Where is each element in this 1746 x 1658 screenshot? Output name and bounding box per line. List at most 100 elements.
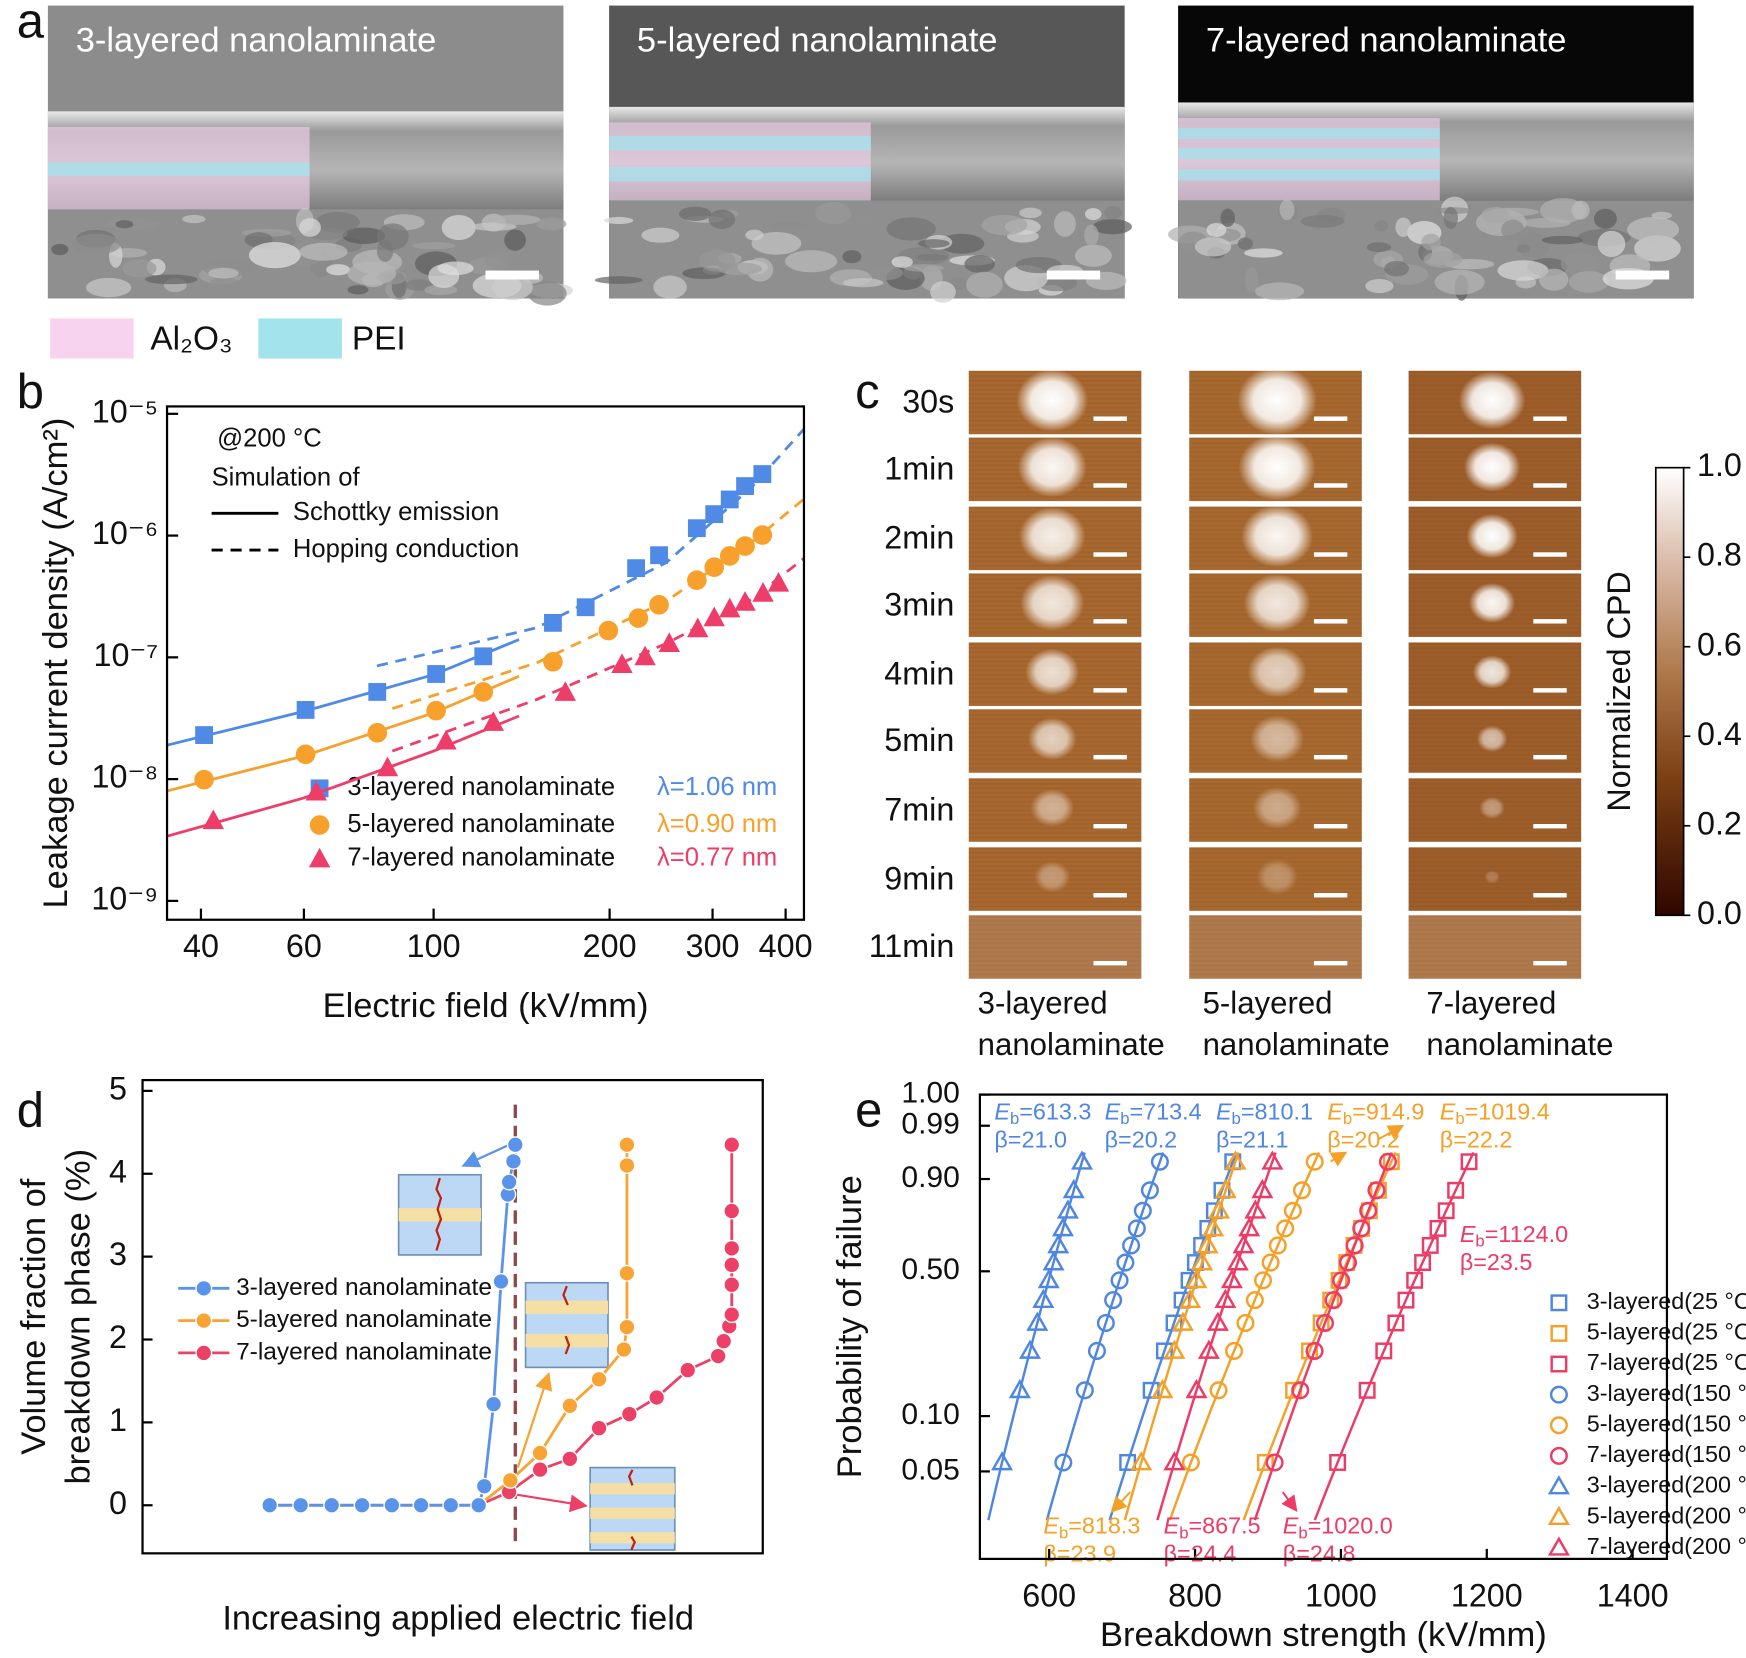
- kpfm-scanline: [1408, 851, 1582, 855]
- colorbar-title: Normalized CPD: [1601, 571, 1637, 811]
- legend-marker: [1547, 1536, 1570, 1556]
- marker: [720, 490, 739, 509]
- kpfm-scanline: [1189, 896, 1362, 899]
- marker: [1324, 1291, 1343, 1310]
- marker: [1397, 1291, 1415, 1309]
- marker: [620, 1405, 638, 1423]
- beta-label: β=20.2: [1105, 1127, 1178, 1153]
- kpfm-scanline: [968, 836, 1142, 839]
- row-label: 4min: [884, 655, 954, 691]
- lambda-label: λ=0.90 nm: [657, 810, 777, 838]
- kpfm-scanline: [1189, 924, 1362, 927]
- sem-grain: [916, 253, 948, 261]
- kpfm-scanline: [1189, 919, 1362, 922]
- eb-subscript: b: [1179, 1524, 1188, 1543]
- kpfm-scanline: [1408, 437, 1582, 440]
- marker: [715, 1332, 733, 1350]
- kpfm-scanline: [968, 631, 1142, 634]
- colorbar-tick-label: 0.0: [1697, 895, 1742, 931]
- marker: [687, 570, 707, 591]
- kpfm-spot: [1238, 433, 1316, 501]
- pei-overlay: [1178, 148, 1440, 160]
- sem-title: 5-layered nanolaminate: [637, 21, 998, 59]
- fit-line: [391, 557, 805, 753]
- marker: [561, 1450, 579, 1468]
- marker: [1254, 1271, 1273, 1290]
- marker: [752, 525, 773, 545]
- kpfm-scanline: [1408, 827, 1582, 830]
- legend-marker: [1549, 1385, 1568, 1404]
- marker: [292, 1496, 310, 1514]
- marker: [554, 681, 577, 701]
- marker: [1051, 1217, 1074, 1237]
- marker: [531, 1444, 549, 1462]
- kpfm-scanline: [1408, 691, 1582, 694]
- eb-value: =1020.0: [1308, 1513, 1393, 1539]
- pei-overlay: [609, 135, 871, 151]
- eb-label: Eb=1020.0: [1283, 1513, 1393, 1543]
- kpfm-scanline: [1189, 631, 1362, 634]
- panel-label: e: [855, 1083, 882, 1137]
- marker: [752, 582, 774, 602]
- kpfm-scanline: [968, 973, 1142, 976]
- legend-label: 7-layered nanolaminate: [236, 1338, 492, 1365]
- x-tick-label: 600: [1022, 1577, 1076, 1613]
- scale-bar: [1313, 960, 1348, 966]
- marker: [368, 683, 387, 701]
- marker: [1414, 1254, 1432, 1272]
- row-label: 9min: [884, 860, 954, 896]
- sem-grain: [891, 256, 913, 268]
- sem-title: 3-layered nanolaminate: [76, 21, 437, 59]
- legend-label: Al₂O₃: [150, 321, 232, 358]
- sem-image: 3-layered nanolaminate: [47, 5, 573, 306]
- kpfm-scanline: [1189, 836, 1362, 839]
- kpfm-scanline: [1189, 928, 1362, 931]
- kpfm-image: [1189, 915, 1362, 979]
- annotation: Schottky emission: [293, 498, 499, 526]
- marker: [1220, 1268, 1243, 1289]
- scale-bar: [1313, 483, 1348, 488]
- kpfm-scanline: [1408, 778, 1582, 781]
- scale-bar: [1313, 893, 1348, 898]
- scale-bar: [1615, 270, 1670, 280]
- kpfm-scanline: [1189, 700, 1362, 703]
- marker: [1070, 1150, 1094, 1170]
- kpfm-scanline: [1408, 822, 1582, 826]
- scale-bar: [1313, 688, 1348, 693]
- inset-layer: [590, 1483, 675, 1495]
- marker: [1387, 1314, 1405, 1332]
- arrow: [514, 1493, 588, 1513]
- panel-label: a: [17, 0, 45, 48]
- marker: [723, 1256, 741, 1274]
- sem-grain: [868, 265, 903, 281]
- arrow: [516, 1372, 553, 1468]
- kpfm-scanline: [1408, 573, 1582, 576]
- colorbar-tick-label: 0.4: [1697, 716, 1742, 752]
- sem-grain: [604, 216, 634, 225]
- sem-grain: [248, 242, 301, 269]
- sem-grain: [1395, 217, 1412, 237]
- kpfm-scanline: [968, 827, 1142, 830]
- marker: [1163, 1339, 1186, 1359]
- kpfm-spot: [1250, 715, 1305, 763]
- legend-marker: [309, 815, 330, 835]
- kpfm-scanline: [1408, 491, 1582, 494]
- weibull-fit: [1045, 1152, 1165, 1521]
- sem-grain: [1593, 208, 1617, 229]
- sem-grain: [1255, 282, 1304, 301]
- marker: [1276, 1219, 1295, 1238]
- row-label: 1min: [884, 451, 954, 487]
- eb-symbol: E: [1216, 1099, 1232, 1125]
- kpfm-spot: [1469, 582, 1516, 624]
- marker: [1008, 1378, 1031, 1399]
- sem-grain: [594, 276, 643, 284]
- kpfm-scanline: [1408, 946, 1582, 949]
- marker: [628, 608, 649, 628]
- marker: [1291, 1381, 1310, 1400]
- scale-bar: [1093, 416, 1127, 421]
- kpfm-scanline: [968, 856, 1142, 859]
- arrow: [1110, 1491, 1131, 1513]
- marker: [1236, 1313, 1255, 1332]
- marker: [296, 701, 315, 719]
- kpfm-scanline: [1408, 577, 1582, 581]
